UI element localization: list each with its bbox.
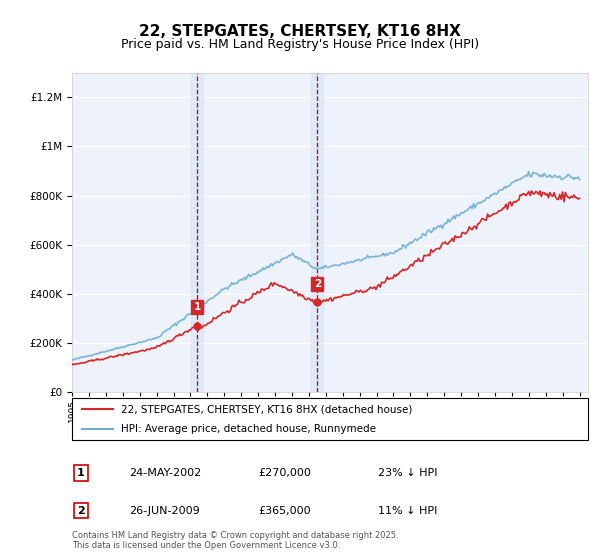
Text: 1: 1 (77, 468, 85, 478)
Text: £270,000: £270,000 (258, 468, 311, 478)
Text: 2: 2 (77, 506, 85, 516)
Text: 23% ↓ HPI: 23% ↓ HPI (378, 468, 437, 478)
Text: 2: 2 (314, 279, 321, 289)
Bar (311, 73, 323, 392)
FancyBboxPatch shape (72, 398, 588, 440)
Text: HPI: Average price, detached house, Runnymede: HPI: Average price, detached house, Runn… (121, 424, 376, 434)
Text: Contains HM Land Registry data © Crown copyright and database right 2025.
This d: Contains HM Land Registry data © Crown c… (72, 530, 398, 550)
Text: Price paid vs. HM Land Registry's House Price Index (HPI): Price paid vs. HM Land Registry's House … (121, 38, 479, 51)
Text: £365,000: £365,000 (258, 506, 311, 516)
Text: 22, STEPGATES, CHERTSEY, KT16 8HX: 22, STEPGATES, CHERTSEY, KT16 8HX (139, 24, 461, 39)
Text: 24-MAY-2002: 24-MAY-2002 (129, 468, 201, 478)
Text: 26-JUN-2009: 26-JUN-2009 (129, 506, 200, 516)
Text: 22, STEPGATES, CHERTSEY, KT16 8HX (detached house): 22, STEPGATES, CHERTSEY, KT16 8HX (detac… (121, 404, 412, 414)
Text: 1: 1 (194, 302, 201, 312)
Text: 11% ↓ HPI: 11% ↓ HPI (378, 506, 437, 516)
Bar (191, 73, 203, 392)
